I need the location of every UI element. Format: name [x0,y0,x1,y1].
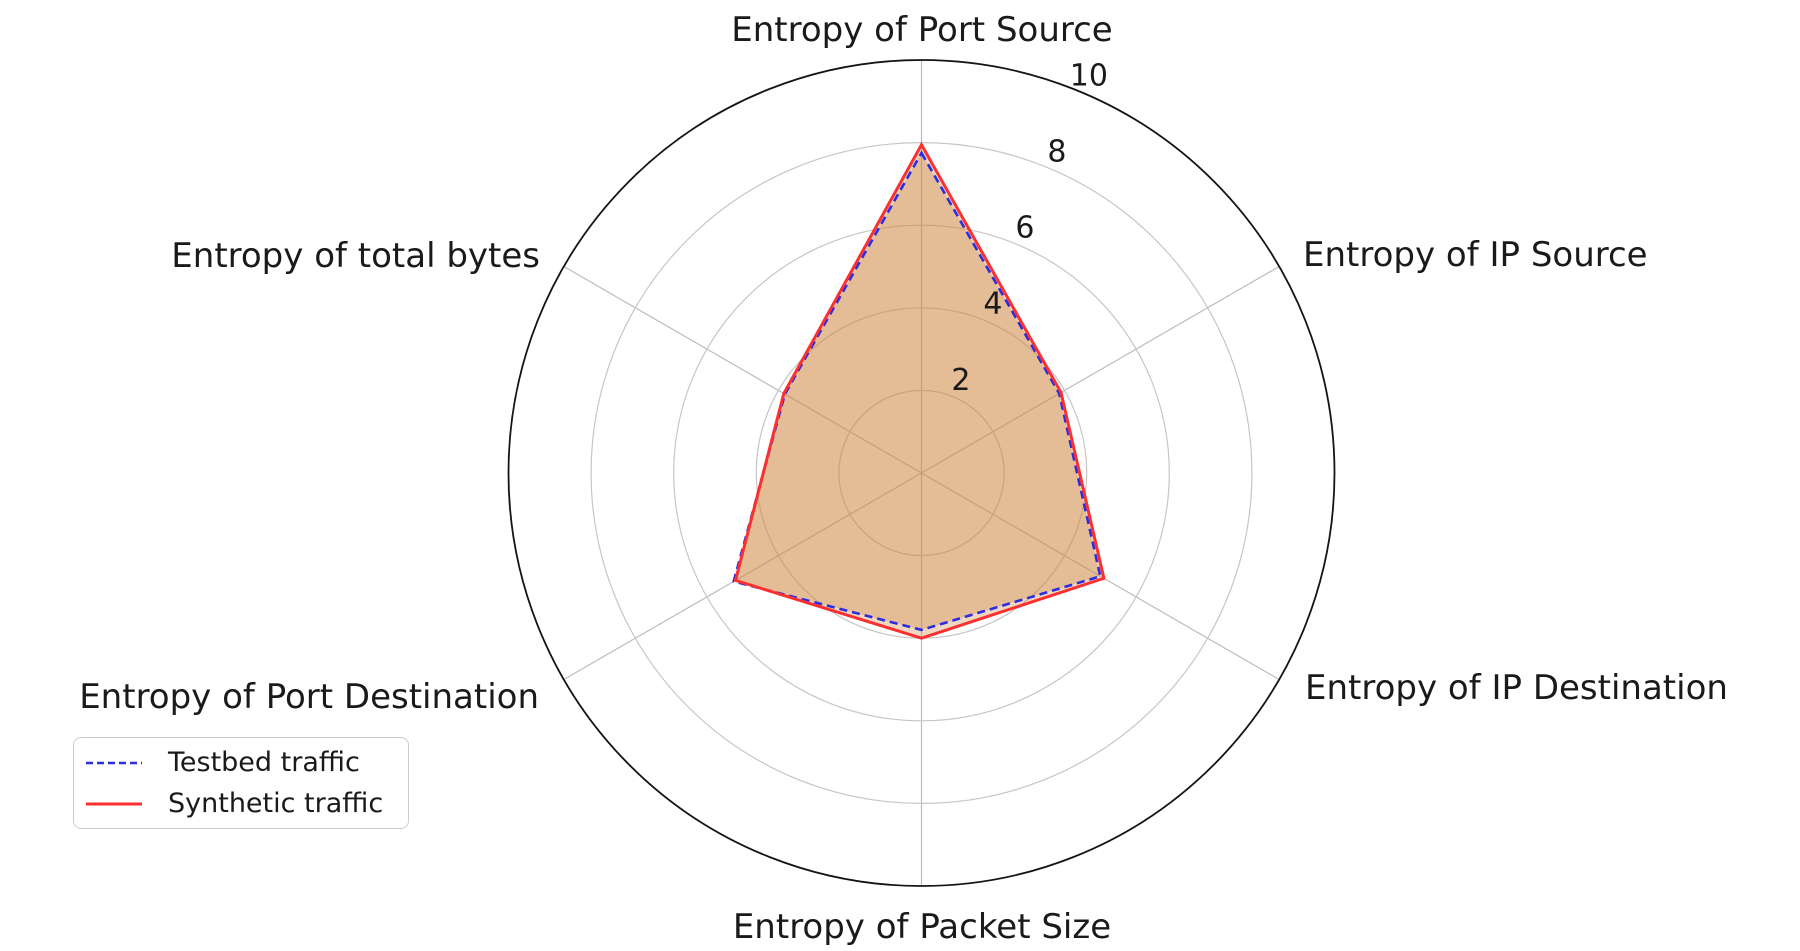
series-fill-synthetic-traffic [735,144,1104,639]
legend-item-synthetic-traffic: Synthetic traffic [84,783,400,824]
series-line-synthetic-traffic [733,141,1106,640]
legend: Testbed traffic Synthetic traffic [73,737,409,829]
radial-tick-label-6: 6 [1015,211,1034,246]
axis-label-entropy-of-ip-source: Entropy of IP Source [1303,235,1648,275]
axis-label-entropy-of-total-bytes: Entropy of total bytes [171,236,540,276]
axis-label-entropy-of-port-source: Entropy of Port Source [731,10,1112,50]
grid-ring-6 [673,224,1170,722]
axis-label-entropy-of-port-destination: Entropy of Port Destination [79,677,539,717]
radial-tick-label-4: 4 [983,287,1002,322]
legend-label-synthetic: Synthetic traffic [168,788,384,819]
radial-tick-label-8: 8 [1047,134,1066,169]
axis-spoke-2 [921,472,1280,681]
axis-spoke-5 [563,265,922,474]
outer-spine-ring [507,59,1336,887]
legend-dashed-line-icon [86,761,142,764]
radial-tick-label-2: 2 [951,363,970,398]
axis-spoke-4 [563,472,922,681]
legend-item-testbed-traffic: Testbed traffic [84,742,400,783]
axis-label-entropy-of-ip-destination: Entropy of IP Destination [1305,668,1728,708]
series-fill-testbed-traffic [733,152,1101,630]
series-line-testbed-traffic [732,150,1102,632]
axis-label-entropy-of-packet-size: Entropy of Packet Size [733,907,1111,947]
grid-ring-2 [838,389,1005,557]
legend-label-testbed: Testbed traffic [168,747,360,778]
axis-spoke-1 [921,265,1280,474]
legend-solid-line-icon [86,802,142,805]
radial-tick-label-10: 10 [1070,58,1108,93]
